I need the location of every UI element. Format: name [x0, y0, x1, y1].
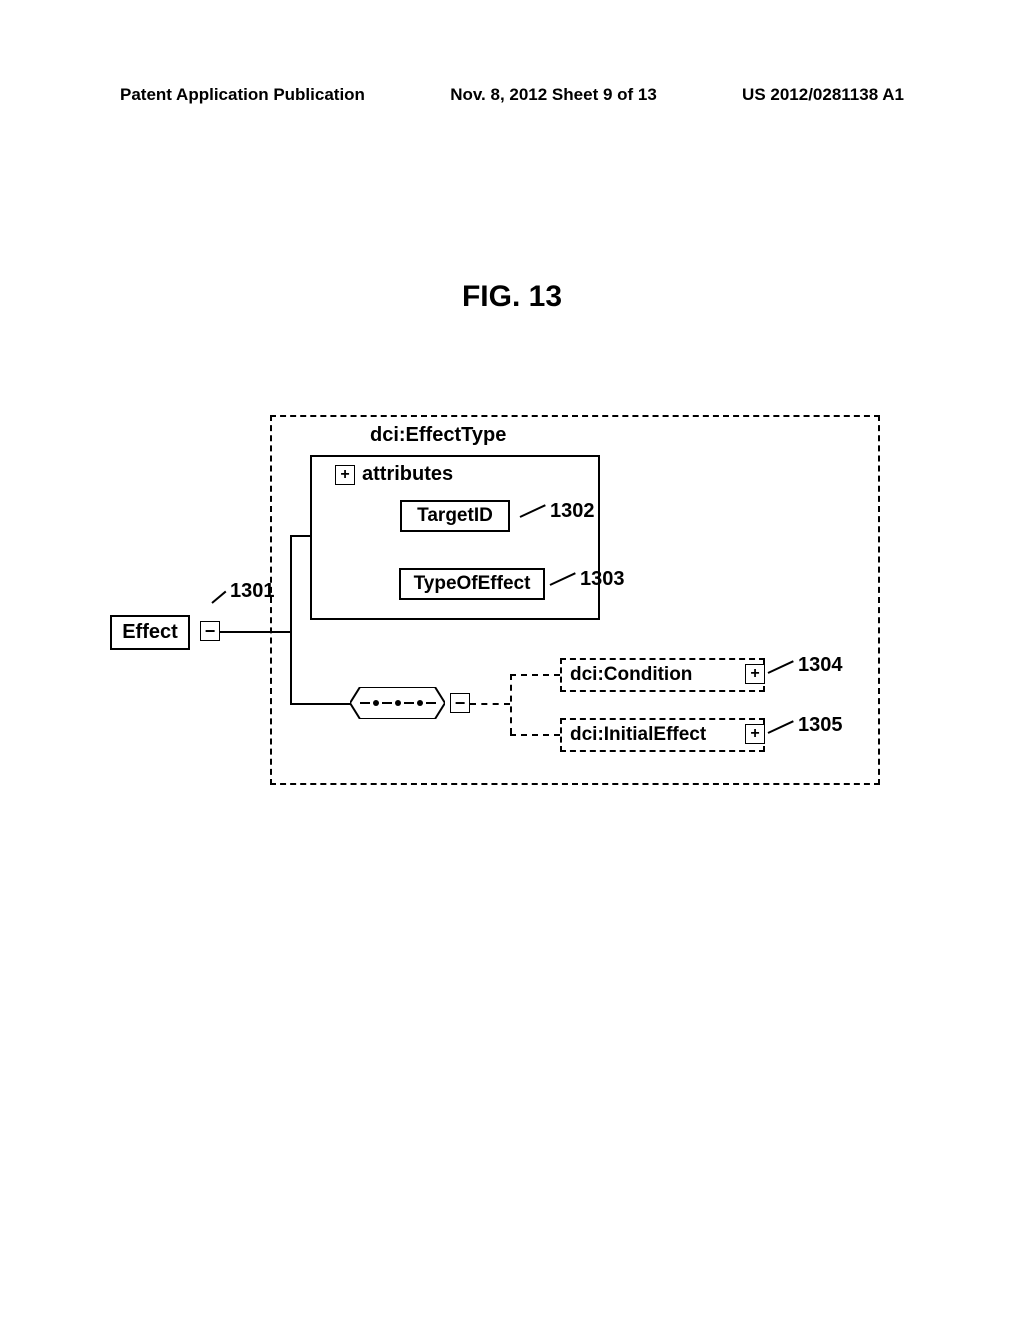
initial-effect-label: dci:InitialEffect [570, 724, 706, 745]
condition-plus-icon: + [745, 664, 765, 684]
effect-minus-icon: − [200, 621, 220, 641]
header-center: Nov. 8, 2012 Sheet 9 of 13 [450, 85, 657, 105]
condition-box: dci:Condition [560, 658, 765, 692]
dashed-to-initial [510, 734, 560, 736]
header-right: US 2012/0281138 A1 [742, 85, 904, 105]
ref-1303: 1303 [580, 568, 625, 591]
dashed-to-condition [510, 674, 560, 676]
connector-from-effect-inner [270, 631, 290, 633]
effect-type-label: dci:EffectType [370, 424, 506, 447]
diagram-container: Effect − 1301 dci:EffectType + attribute… [0, 400, 1024, 800]
effect-box: Effect [110, 615, 190, 650]
attributes-plus-icon: + [335, 465, 355, 485]
sequence-indicator [350, 687, 445, 719]
dashed-v-split [510, 674, 512, 734]
connector-effect [220, 631, 270, 633]
sequence-minus-icon: − [450, 693, 470, 713]
initial-effect-box: dci:InitialEffect [560, 718, 765, 752]
leader-1301 [211, 591, 226, 604]
header-left: Patent Application Publication [120, 85, 365, 105]
ref-1302: 1302 [550, 500, 595, 523]
connector-to-sequence [290, 703, 350, 705]
condition-label: dci:Condition [570, 664, 692, 685]
initial-effect-plus-icon: + [745, 724, 765, 744]
figure-title: FIG. 13 [0, 280, 1024, 314]
target-id-box: TargetID [400, 500, 510, 532]
ref-1301: 1301 [230, 580, 275, 603]
type-of-effect-box: TypeOfEffect [399, 568, 545, 600]
connector-to-attributes [290, 535, 310, 537]
ref-1305: 1305 [798, 714, 843, 737]
inner-vertical-connector [290, 535, 292, 705]
attributes-label: attributes [362, 463, 453, 486]
ref-1304: 1304 [798, 654, 843, 677]
dashed-h-from-sequence [470, 703, 510, 705]
